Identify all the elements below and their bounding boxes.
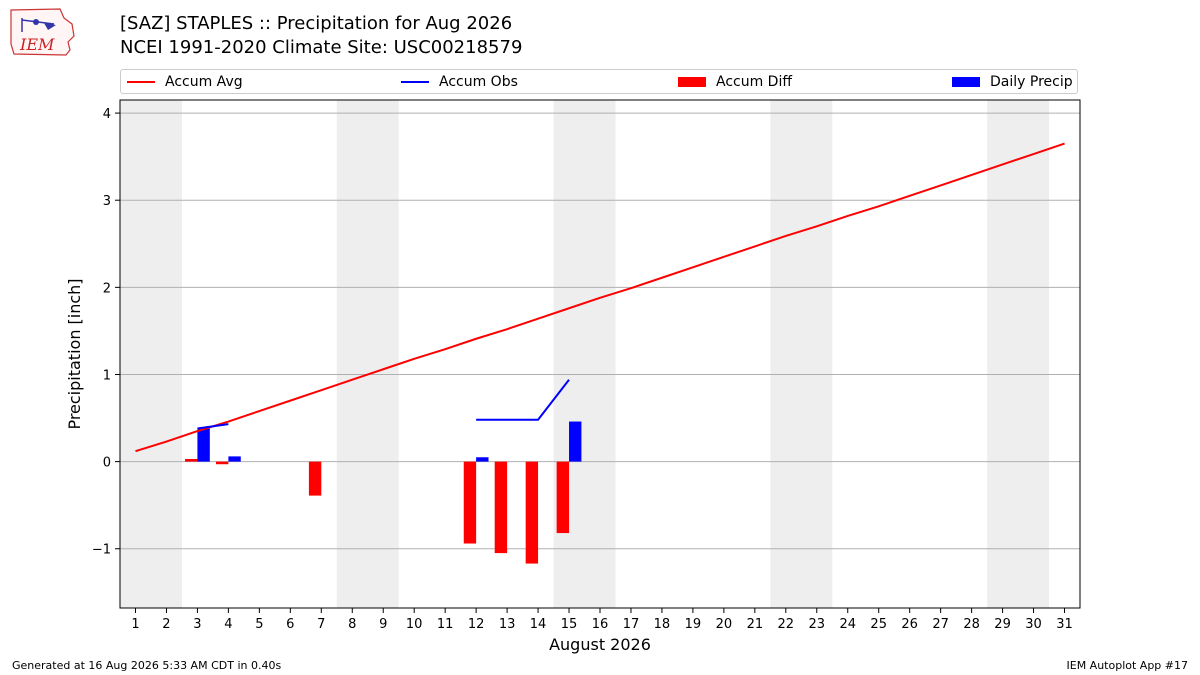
- accum-avg-line: [135, 142, 1065, 453]
- accum-diff-bar-14: [525, 461, 539, 564]
- app-credit: IEM Autoplot App #17: [1066, 659, 1189, 672]
- legend-swatch-accum-obs: [401, 80, 429, 83]
- legend-swatch-accum-avg: [127, 80, 155, 83]
- legend-label-accum-diff: Accum Diff: [716, 73, 793, 90]
- generated-timestamp: Generated at 16 Aug 2026 5:33 AM CDT in …: [12, 659, 282, 672]
- x-tick-label-16: 16: [592, 617, 609, 632]
- legend-swatch-daily-precip: [952, 76, 980, 87]
- x-tick-label-9: 9: [379, 617, 387, 632]
- legend-item-accum-obs: Accum Obs: [401, 70, 518, 93]
- x-tick-label-22: 22: [778, 617, 795, 632]
- x-tick-label-20: 20: [716, 617, 733, 632]
- legend-label-accum-obs: Accum Obs: [439, 73, 518, 90]
- y-tick-label-3: 2: [103, 281, 111, 296]
- accum-diff-bar-7: [308, 461, 322, 496]
- accum-diff-bar-15: [556, 461, 570, 534]
- weekend-band-1: [336, 100, 399, 608]
- legend-swatch-accum-diff: [678, 76, 706, 87]
- weekend-band-3: [770, 100, 833, 608]
- legend-item-accum-diff: Accum Diff: [678, 70, 792, 93]
- x-tick-label-17: 17: [623, 617, 640, 632]
- x-tick-label-5: 5: [255, 617, 263, 632]
- x-tick-label-25: 25: [870, 617, 887, 632]
- x-axis-label: August 2026: [549, 635, 651, 654]
- x-tick-label-6: 6: [286, 617, 294, 632]
- x-tick-label-27: 27: [932, 617, 949, 632]
- accum-diff-bar-4: [216, 461, 229, 465]
- accum-obs-line-0: [197, 423, 229, 430]
- legend-item-accum-avg: Accum Avg: [127, 70, 243, 93]
- x-tick-label-30: 30: [1025, 617, 1042, 632]
- daily-precip-bar-3: [197, 428, 210, 462]
- y-tick-label-2: 1: [103, 368, 111, 383]
- y-tick-label-4: 3: [103, 194, 111, 209]
- daily-precip-bar-4: [228, 456, 241, 462]
- iem-logo: IEM: [10, 8, 75, 56]
- weekend-band-4: [987, 100, 1050, 608]
- x-tick-label-15: 15: [561, 617, 578, 632]
- daily-precip-bar-15: [569, 421, 582, 462]
- y-tick-label-1: 0: [103, 456, 111, 471]
- x-tick-label-13: 13: [499, 617, 516, 632]
- x-tick-label-24: 24: [839, 617, 856, 632]
- legend-label-accum-avg: Accum Avg: [165, 73, 243, 90]
- x-tick-label-10: 10: [406, 617, 423, 632]
- legend-item-daily-precip: Daily Precip: [952, 70, 1073, 93]
- x-tick-label-23: 23: [809, 617, 826, 632]
- chart-subtitle: NCEI 1991-2020 Climate Site: USC00218579: [120, 37, 523, 58]
- x-tick-label-3: 3: [193, 617, 201, 632]
- legend-label-daily-precip: Daily Precip: [990, 73, 1073, 90]
- weekend-band-0: [120, 100, 182, 608]
- x-tick-label-29: 29: [994, 617, 1011, 632]
- legend: Accum Avg Accum Obs Accum Diff Daily Pre…: [120, 69, 1078, 94]
- y-tick-label-5: 4: [103, 107, 111, 122]
- x-tick-label-28: 28: [963, 617, 980, 632]
- x-tick-label-18: 18: [654, 617, 671, 632]
- x-tick-label-26: 26: [901, 617, 918, 632]
- accum-obs-line-1: [476, 379, 570, 421]
- x-tick-label-2: 2: [162, 617, 170, 632]
- x-tick-label-7: 7: [317, 617, 325, 632]
- x-tick-label-8: 8: [348, 617, 356, 632]
- x-tick-label-11: 11: [437, 617, 454, 632]
- accum-diff-bar-12: [463, 461, 477, 544]
- x-tick-label-21: 21: [747, 617, 764, 632]
- x-tick-label-14: 14: [530, 617, 547, 632]
- y-tick-label-0: −1: [92, 543, 111, 558]
- x-tick-label-1: 1: [131, 617, 139, 632]
- x-tick-label-19: 19: [685, 617, 702, 632]
- logo-text: IEM: [19, 35, 55, 54]
- accum-diff-bar-3: [185, 458, 198, 462]
- y-axis-label: Precipitation [inch]: [65, 278, 84, 429]
- daily-precip-bar-12: [476, 457, 489, 462]
- chart-title: [SAZ] STAPLES :: Precipitation for Aug 2…: [120, 13, 513, 34]
- x-tick-label-12: 12: [468, 617, 485, 632]
- x-tick-label-31: 31: [1056, 617, 1073, 632]
- x-tick-label-4: 4: [224, 617, 232, 632]
- accum-diff-bar-13: [494, 461, 508, 554]
